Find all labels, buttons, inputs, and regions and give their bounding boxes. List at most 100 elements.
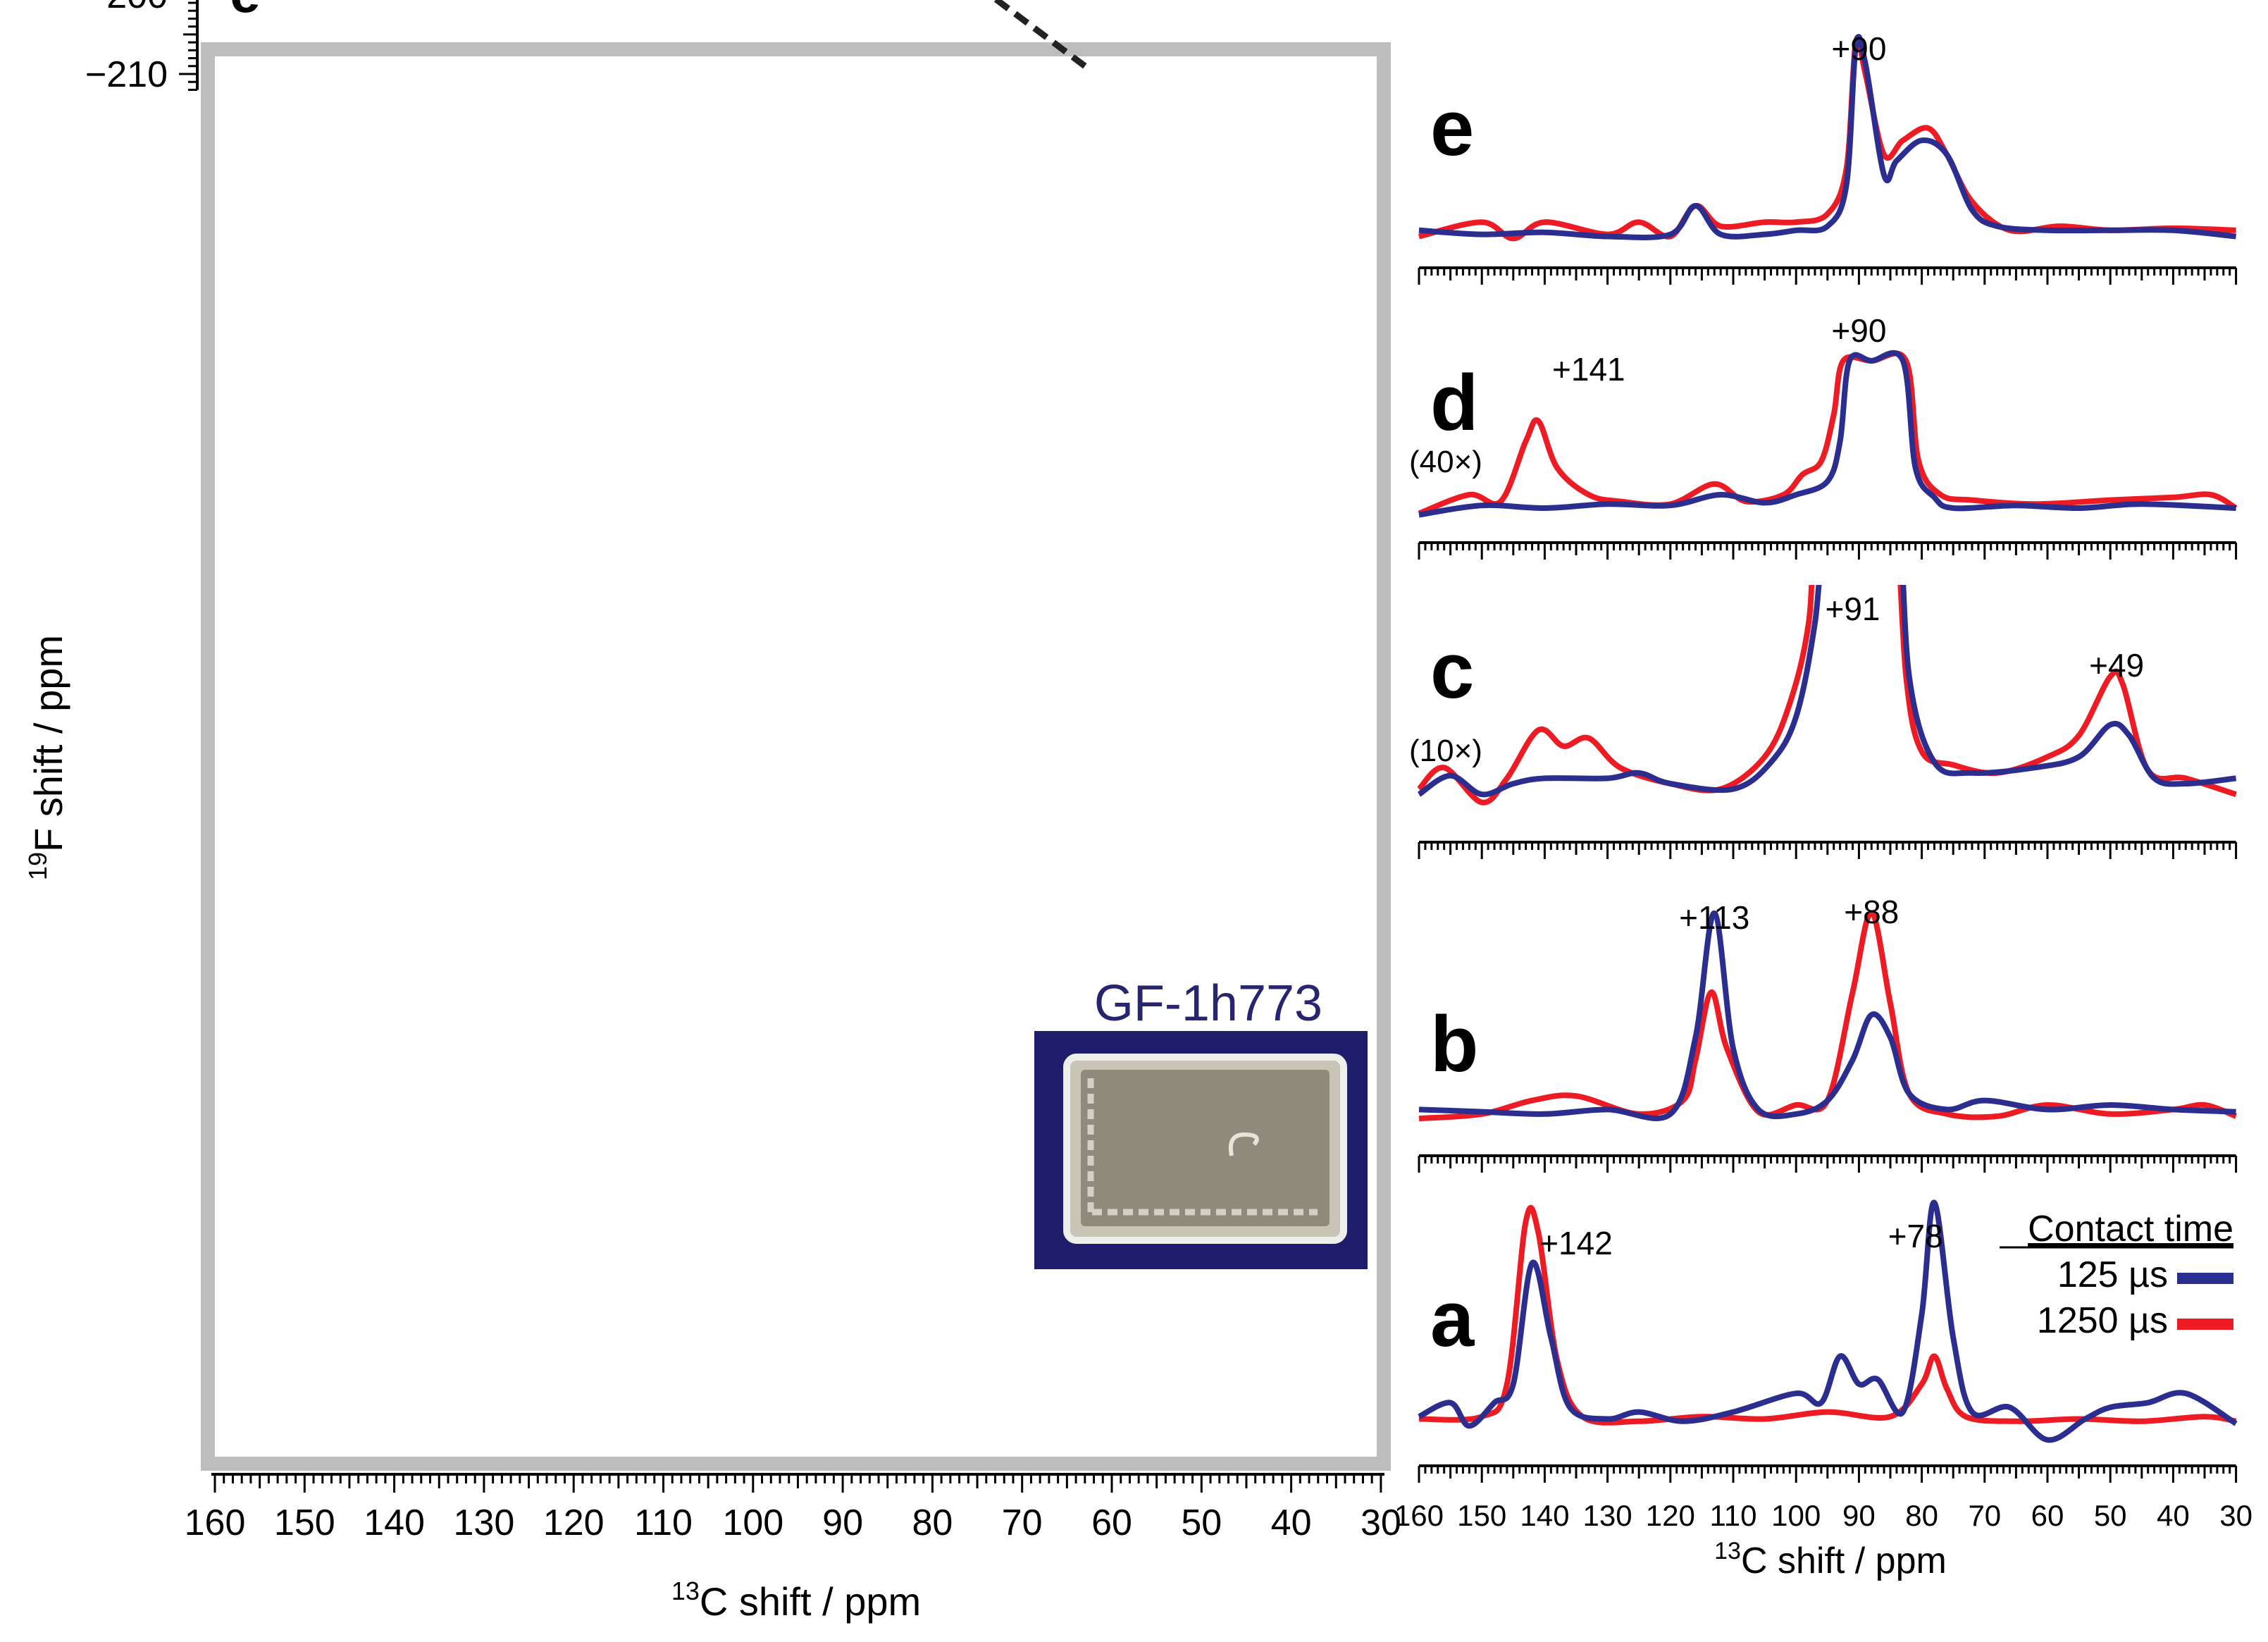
slice-a-series-1250 xyxy=(1418,1204,2237,1426)
x-tick-label-2d: 140 xyxy=(364,1502,425,1543)
slice-stack: e +90 d(40×) +141 +90 c (10×) +91 +49 b +113 +88 a +1… xyxy=(1394,30,2252,1581)
y-axis-2d: −210−200−190−180−170−160−150−140−130−120… xyxy=(85,0,199,95)
contour-peak-0-level-8 xyxy=(799,0,904,16)
contour-peak-0-level-11 xyxy=(805,0,898,2)
x-tick-label-1d: 110 xyxy=(1710,1499,1757,1532)
slice-panel-e: e +90 xyxy=(1418,30,2238,285)
slice-d-series-125 xyxy=(1418,350,2236,518)
x-tick-label-1d: 80 xyxy=(1905,1499,1938,1532)
peak-label-b-1: +88 xyxy=(1844,894,1899,930)
peak-label-a-1: +78 xyxy=(1888,1218,1943,1254)
slice-label-e: e xyxy=(1430,84,1474,172)
contour-peak-0-level-10 xyxy=(803,0,900,7)
x-tick-label-2d: 110 xyxy=(634,1502,693,1543)
legend-swatch-blue xyxy=(2177,1273,2233,1284)
x-axis-label-2d-text: C shift / ppm xyxy=(700,1579,921,1624)
x-tick-label-2d: 40 xyxy=(1271,1502,1312,1543)
slice-c-series-125 xyxy=(1417,585,2237,798)
x-axis-label-1d: 13C shift / ppm xyxy=(1714,1538,1947,1581)
contour-peak-0-level-1 xyxy=(786,0,917,49)
x-tick-label-1d: 150 xyxy=(1457,1499,1506,1532)
y-tick-label-2d: −210 xyxy=(85,54,168,95)
contour-peak-0-level-2 xyxy=(788,0,915,44)
slice-b-series-1250 xyxy=(1418,910,2238,1122)
contour-peak-0-level-3 xyxy=(790,0,914,40)
contour-peak-1-level-0 xyxy=(769,0,916,25)
x-axis-2d: 160 150 140 130 120 110 100 90 80 70 60 50 40 30 xyxy=(185,1473,1401,1543)
slice-panel-d: d(40×) +141 +90 xyxy=(1409,312,2238,560)
contour-peak-0-level-5 xyxy=(793,0,910,30)
x-tick-label-2d: 130 xyxy=(454,1502,515,1543)
slice-e-series-125 xyxy=(1418,34,2236,240)
x-tick-label-2d: 80 xyxy=(912,1502,953,1543)
peak-label-d-1: +90 xyxy=(1831,312,1886,349)
x-axis-label-2d: 13C shift / ppm xyxy=(671,1576,921,1624)
contour-peak-0-level-7 xyxy=(798,0,906,21)
peak-label-d-0: +141 xyxy=(1552,351,1625,388)
slice-label-c: c xyxy=(1430,626,1474,715)
y-axis-label-2d-text: F shift / ppm xyxy=(26,635,70,852)
slice-panel-b: b +113 +88 xyxy=(1418,894,2238,1173)
sample-inset: GF-1h773 xyxy=(1034,975,1368,1269)
x-tick-label-2d: 50 xyxy=(1181,1502,1222,1543)
x-tick-label-1d: 40 xyxy=(2157,1499,2190,1532)
x-tick-label-1d: 160 xyxy=(1394,1499,1444,1532)
x-axis-1d-labels: 160 150 140 130 120 110 100 90 80 70 60 50 40 30 xyxy=(1394,1499,2252,1532)
x-tick-label-1d: 70 xyxy=(1968,1499,2001,1532)
contour-peak-0-level-4 xyxy=(792,0,912,35)
slice-panels: e +90 d(40×) +141 +90 c (10×) +91 +49 b +113 +88 a +1… xyxy=(1409,30,2238,1483)
band-label-e: e xyxy=(230,0,260,24)
x-tick-label-1d: 50 xyxy=(2094,1499,2127,1532)
slice-b-series-125 xyxy=(1418,910,2236,1122)
slice-a-series-125 xyxy=(1418,1199,2238,1443)
x-tick-label-1d: 90 xyxy=(1842,1499,1876,1532)
contour-plot: edcba ssbssb 160150140130120110100908070… xyxy=(23,0,1401,1624)
inset-sample-surface xyxy=(1081,1070,1330,1226)
peak-label-b-0: +113 xyxy=(1679,899,1749,936)
peak-label-c-0: +91 xyxy=(1825,591,1880,627)
slice-c-series-1250 xyxy=(1417,585,2237,805)
contour-peak-0-level-6 xyxy=(795,0,908,26)
x-tick-label-2d: 60 xyxy=(1091,1502,1132,1543)
x-axis-label-1d-text: C shift / ppm xyxy=(1741,1541,1947,1581)
slice-panel-c: c (10×) +91 +49 xyxy=(1409,585,2238,859)
legend-label-blue: 125 µs xyxy=(2057,1254,2168,1295)
slice-label-a: a xyxy=(1430,1275,1475,1363)
x-tick-label-1d: 120 xyxy=(1646,1499,1695,1532)
x-tick-label-2d: 160 xyxy=(185,1502,246,1543)
y-axis-label-2d-superscript: 19 xyxy=(23,852,52,880)
x-tick-label-2d: 90 xyxy=(822,1502,863,1543)
x-tick-label-2d: 120 xyxy=(543,1502,605,1543)
x-tick-label-1d: 130 xyxy=(1583,1499,1632,1532)
x-axis-label-1d-superscript: 13 xyxy=(1714,1538,1741,1564)
region-labels: edcba xyxy=(230,0,260,24)
x-axis-label-2d-superscript: 13 xyxy=(671,1576,700,1605)
x-tick-label-1d: 60 xyxy=(2031,1499,2064,1532)
x-tick-label-2d: 150 xyxy=(274,1502,335,1543)
y-axis-label-2d: 19F shift / ppm xyxy=(23,635,70,880)
contour-peak-0-level-9 xyxy=(801,0,902,11)
x-tick-label-1d: 140 xyxy=(1520,1499,1569,1532)
x-tick-label-1d: 100 xyxy=(1771,1499,1821,1532)
x-tick-label-2d: 30 xyxy=(1361,1502,1401,1543)
peak-label-e-0: +90 xyxy=(1831,30,1886,67)
peak-label-c-1: +49 xyxy=(2089,647,2144,684)
peak-label-a-0: +142 xyxy=(1539,1225,1613,1261)
slice-scale-d: (40×) xyxy=(1409,445,1482,479)
legend: Contact time 125 µs 1250 µs xyxy=(2000,1209,2233,1341)
inset-title: GF-1h773 xyxy=(1094,975,1322,1032)
slice-scale-c: (10×) xyxy=(1409,734,1482,768)
x-tick-label-2d: 70 xyxy=(1002,1502,1043,1543)
slice-panel-a: a +142 +78 xyxy=(1418,1199,2238,1483)
slice-label-b: b xyxy=(1430,1000,1478,1088)
slice-e-series-1250 xyxy=(1418,35,2236,242)
inset-surface-mark xyxy=(1228,1132,1259,1156)
x-tick-label-2d: 100 xyxy=(722,1502,783,1543)
inset-edge-residue xyxy=(1087,1078,1318,1216)
y-tick-label-2d: −200 xyxy=(85,0,168,16)
slice-label-d: d xyxy=(1430,359,1478,447)
slice-d-series-1250 xyxy=(1418,350,2238,517)
legend-label-red: 1250 µs xyxy=(2037,1300,2168,1341)
legend-swatch-red xyxy=(2177,1319,2233,1330)
